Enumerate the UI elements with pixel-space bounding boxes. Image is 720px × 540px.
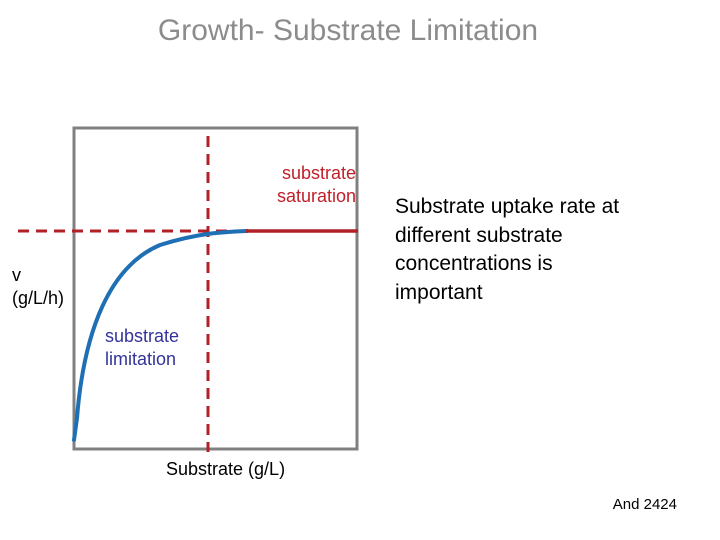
substrate-saturation-label: substrate saturation <box>262 162 356 208</box>
slide-title: Growth- Substrate Limitation <box>157 14 539 47</box>
x-axis-label: Substrate (g/L) <box>166 459 286 479</box>
limitation-label-line-1: substrate <box>105 326 180 346</box>
plot-frame <box>72 126 359 451</box>
description-line-3: concentrations is <box>395 252 553 275</box>
saturation-label-line-2: saturation <box>276 186 356 206</box>
y-axis-label-symbol: v <box>12 265 21 285</box>
growth-curve <box>72 229 249 442</box>
description-line-4: important <box>395 280 483 304</box>
slide-footer: And 2424 <box>612 496 677 513</box>
description-line-2: different substrate <box>395 223 563 247</box>
limitation-label-line-2: limitation <box>105 349 177 369</box>
description-line-1: Substrate uptake rate at <box>395 195 620 218</box>
y-axis-label-unit: (g/L/h) <box>12 288 65 308</box>
description-text: Substrate uptake rate at different subst… <box>395 193 695 307</box>
y-axis-label: v (g/L/h) <box>12 264 64 310</box>
saturation-label-line-1: substrate <box>281 163 356 183</box>
substrate-limitation-label: substrate limitation <box>105 325 179 371</box>
